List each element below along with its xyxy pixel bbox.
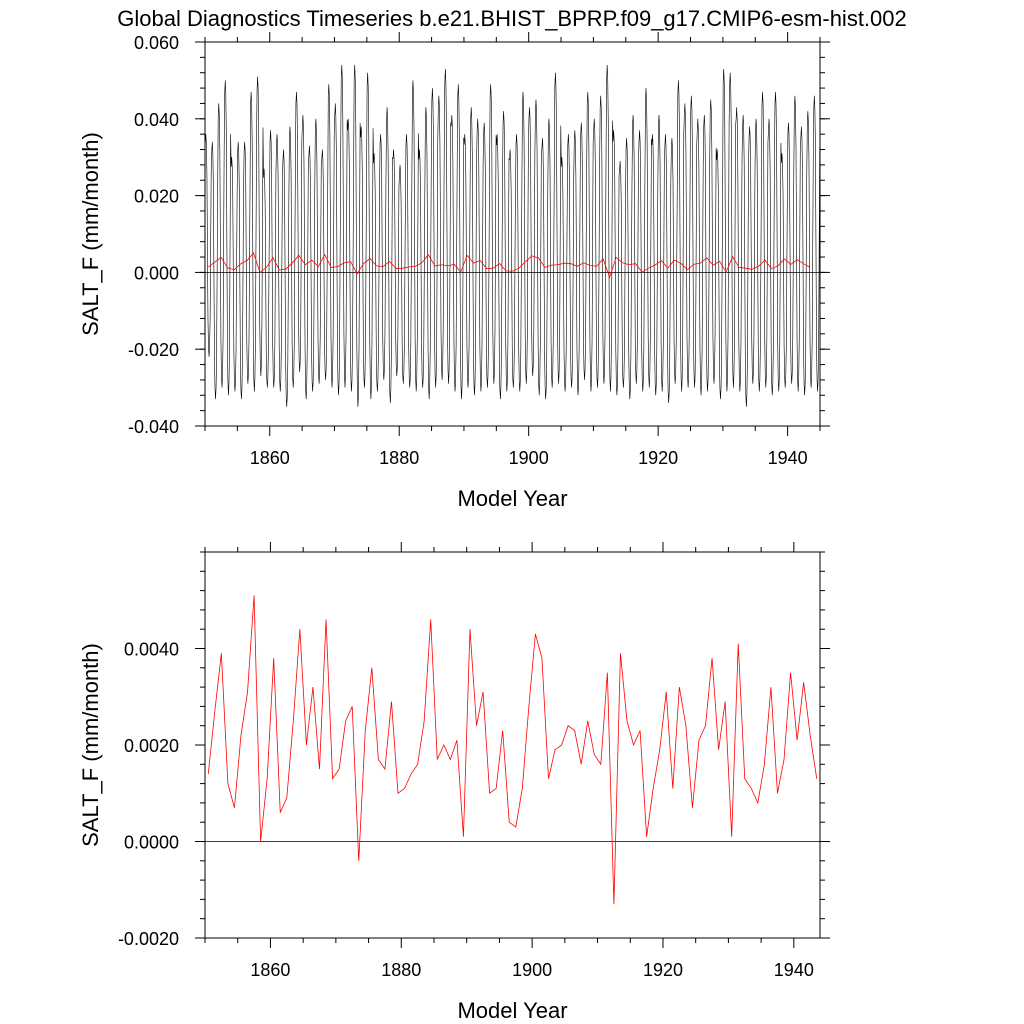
x-tick-label: 1880 bbox=[381, 960, 421, 980]
p0-x-tick-labels: 1860 1880 1900 1920 1940 bbox=[250, 448, 808, 468]
annual-mean-line bbox=[207, 595, 818, 905]
p1-y-tick-labels: -0.0020 0.0000 0.0020 0.0040 bbox=[118, 640, 179, 950]
p1-y-axis-title: SALT_F (mm/month) bbox=[78, 643, 103, 847]
x-tick-label: 1940 bbox=[774, 960, 814, 980]
x-tick-label: 1860 bbox=[250, 448, 290, 468]
panel-top: 1860 1880 1900 1920 1940 -0.040 -0.020 0.000 0.… bbox=[78, 32, 830, 511]
y-tick-label: 0.040 bbox=[134, 110, 179, 130]
x-tick-label: 1880 bbox=[379, 448, 419, 468]
p0-monthly-series bbox=[204, 65, 821, 407]
p0-annual-series bbox=[207, 252, 811, 279]
p0-y-tick-labels: -0.040 -0.020 0.000 0.020 0.040 0.060 bbox=[128, 33, 179, 437]
y-tick-label: 0.000 bbox=[134, 263, 179, 283]
y-tick-label: -0.040 bbox=[128, 417, 179, 437]
p0-y-axis-title: SALT_F (mm/month) bbox=[78, 132, 103, 336]
y-tick-label: 0.060 bbox=[134, 33, 179, 53]
p0-plot-frame bbox=[204, 41, 821, 427]
p1-annual-series bbox=[207, 595, 818, 905]
x-tick-label: 1860 bbox=[250, 960, 290, 980]
p0-ticks bbox=[195, 32, 830, 436]
y-tick-label: 0.020 bbox=[134, 187, 179, 207]
y-tick-label: 0.0040 bbox=[124, 640, 179, 660]
x-tick-label: 1900 bbox=[509, 448, 549, 468]
x-tick-label: 1920 bbox=[643, 960, 683, 980]
figure-title: Global Diagnostics Timeseries b.e21.BHIS… bbox=[117, 6, 907, 31]
p1-x-axis-title: Model Year bbox=[457, 998, 567, 1023]
x-tick-label: 1940 bbox=[768, 448, 808, 468]
y-tick-label: -0.0020 bbox=[118, 929, 179, 949]
y-tick-label: 0.0000 bbox=[124, 833, 179, 853]
p0-x-axis-title: Model Year bbox=[457, 486, 567, 511]
monthly-series-line bbox=[204, 65, 821, 407]
p1-x-tick-labels: 1860 1880 1900 1920 1940 bbox=[250, 960, 813, 980]
x-tick-label: 1900 bbox=[512, 960, 552, 980]
panel-bottom: 1860 1880 1900 1920 1940 -0.0020 0.0000 0.0020… bbox=[78, 542, 830, 1023]
p1-ticks bbox=[195, 542, 830, 948]
p1-plot-frame bbox=[204, 551, 821, 939]
x-tick-label: 1920 bbox=[638, 448, 678, 468]
y-tick-label: -0.020 bbox=[128, 340, 179, 360]
annual-mean-line bbox=[207, 252, 811, 279]
y-tick-label: 0.0020 bbox=[124, 736, 179, 756]
